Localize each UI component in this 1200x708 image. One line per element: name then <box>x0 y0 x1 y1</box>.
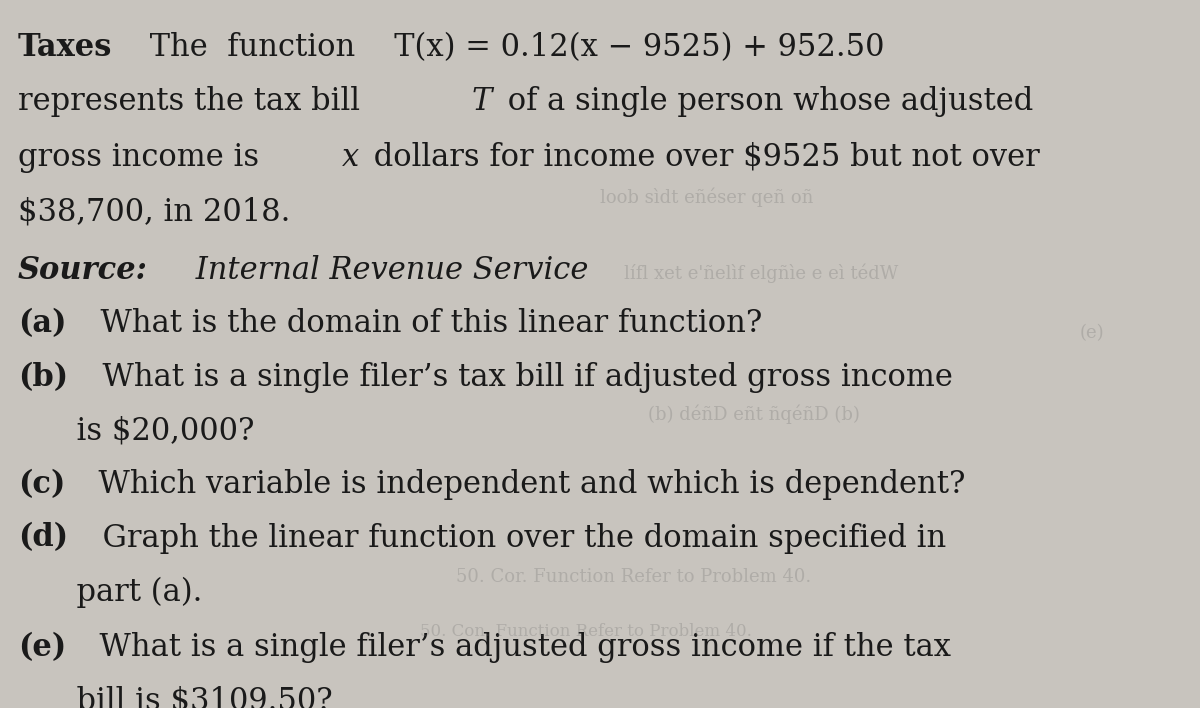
Text: Graph the linear function over the domain specified in: Graph the linear function over the domai… <box>83 523 946 554</box>
Text: What is a single filer’s tax bill if adjusted gross income: What is a single filer’s tax bill if adj… <box>83 362 953 394</box>
Text: of a single person whose adjusted: of a single person whose adjusted <box>498 86 1033 118</box>
Text: 50. Cor. Function Refer to Problem 40.: 50. Cor. Function Refer to Problem 40. <box>456 568 811 586</box>
Text: is $20,000?: is $20,000? <box>18 416 254 447</box>
Text: Taxes: Taxes <box>18 32 113 63</box>
Text: What is a single filer’s adjusted gross income if the tax: What is a single filer’s adjusted gross … <box>80 632 952 663</box>
Text: (b) déñD eñt ñqéñD (b): (b) déñD eñt ñqéñD (b) <box>648 405 860 425</box>
Text: (e): (e) <box>1080 324 1105 342</box>
Text: part (a).: part (a). <box>18 577 203 608</box>
Text: Source:: Source: <box>18 255 148 286</box>
Text: What is the domain of this linear function?: What is the domain of this linear functi… <box>80 308 762 339</box>
Text: lífl xet e'ñelìf elgñìe e eì tédW: lífl xet e'ñelìf elgñìe e eì tédW <box>624 263 899 283</box>
Text: dollars for income over $9525 but not over: dollars for income over $9525 but not ov… <box>364 142 1039 173</box>
Text: (c): (c) <box>18 469 65 500</box>
Text: Which variable is independent and which is dependent?: Which variable is independent and which … <box>79 469 966 500</box>
Text: bill is $3109.50?: bill is $3109.50? <box>18 685 332 708</box>
Text: $38,700, in 2018.: $38,700, in 2018. <box>18 197 290 228</box>
Text: 50. Con. Function Refer to Problem 40.: 50. Con. Function Refer to Problem 40. <box>420 623 752 640</box>
Text: gross income is: gross income is <box>18 142 269 173</box>
Text: (b): (b) <box>18 362 68 394</box>
Text: (e): (e) <box>18 632 66 663</box>
Text: loob sìdt eñéser qeñ oñ: loob sìdt eñéser qeñ oñ <box>600 188 814 207</box>
Text: (d): (d) <box>18 523 68 554</box>
Text: T: T <box>472 86 492 118</box>
Text: The  function    T(x) = 0.12(x − 9525) + 952.50: The function T(x) = 0.12(x − 9525) + 952… <box>139 32 884 63</box>
Text: x: x <box>342 142 359 173</box>
Text: represents the tax bill: represents the tax bill <box>18 86 370 118</box>
Text: (a): (a) <box>18 308 66 339</box>
Text: Internal Revenue Service: Internal Revenue Service <box>186 255 588 286</box>
